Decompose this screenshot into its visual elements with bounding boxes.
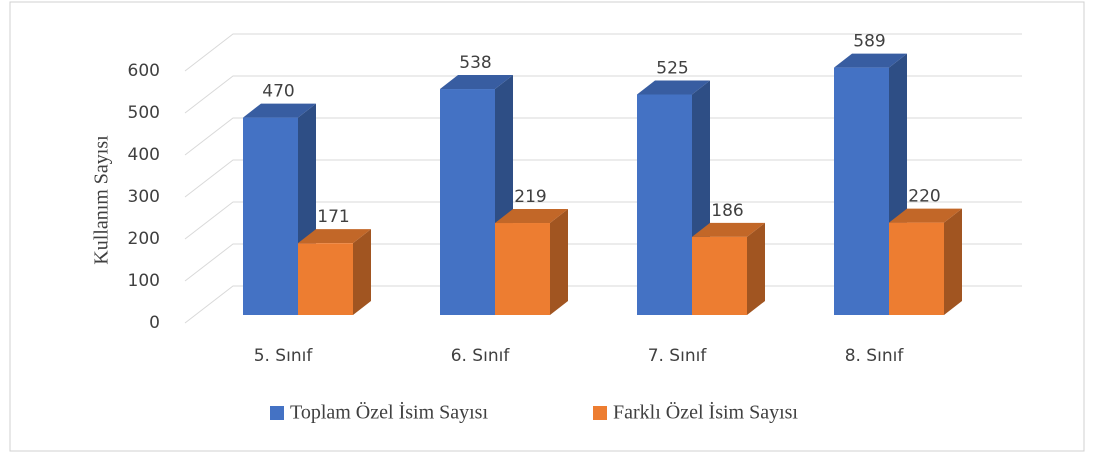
- legend-label: Toplam Özel İsim Sayısı: [290, 401, 488, 424]
- data-label: 220: [908, 187, 940, 207]
- y-tick-label: 0: [149, 313, 160, 333]
- data-label: 470: [262, 82, 294, 102]
- bar-top: [243, 103, 316, 118]
- legend-swatch: [593, 406, 607, 420]
- y-tick-label: 600: [128, 61, 160, 81]
- bar-top: [834, 53, 907, 68]
- chart-border: [9, 1, 1085, 452]
- bar-top: [298, 229, 371, 244]
- grid-line: [184, 75, 1022, 114]
- bar-side: [747, 222, 765, 315]
- data-label: 171: [317, 207, 349, 227]
- bar: [637, 94, 692, 315]
- x-tick-label: 8. Sınıf: [845, 346, 905, 366]
- legend-swatch: [270, 406, 284, 420]
- bar-side: [944, 208, 962, 315]
- grid-line: [184, 117, 1022, 156]
- bar-side: [550, 209, 568, 315]
- bar: [889, 222, 944, 315]
- bar: [692, 236, 747, 315]
- data-label: 525: [656, 59, 688, 79]
- grid-line: [184, 201, 1022, 240]
- bar-top: [889, 208, 962, 223]
- x-tick-label: 6. Sınıf: [451, 346, 511, 366]
- data-label: 186: [711, 201, 743, 221]
- bar-top: [637, 80, 710, 95]
- data-label: 589: [853, 32, 885, 52]
- bar: [495, 223, 550, 315]
- x-tick-label: 7. Sınıf: [648, 346, 708, 366]
- bar: [298, 243, 353, 315]
- legend-label: Farklı Özel İsim Sayısı: [613, 401, 798, 424]
- bar: [440, 89, 495, 315]
- y-axis-title: Kullanım Sayısı: [91, 135, 113, 265]
- bar-top: [440, 75, 513, 90]
- bar-top: [495, 209, 568, 224]
- y-tick-label: 100: [128, 271, 160, 291]
- x-tick-label: 5. Sınıf: [254, 346, 314, 366]
- bar-top: [692, 222, 765, 237]
- y-tick-label: 300: [128, 187, 160, 207]
- y-tick-label: 200: [128, 229, 160, 249]
- y-tick-label: 500: [128, 103, 160, 123]
- bar-side: [353, 229, 371, 315]
- grid-line: [184, 159, 1022, 198]
- data-label: 538: [459, 53, 491, 73]
- bar: [243, 117, 298, 315]
- grid-line: [184, 33, 1022, 72]
- y-tick-label: 400: [128, 145, 160, 165]
- data-label: 219: [514, 187, 546, 207]
- bar: [834, 67, 889, 316]
